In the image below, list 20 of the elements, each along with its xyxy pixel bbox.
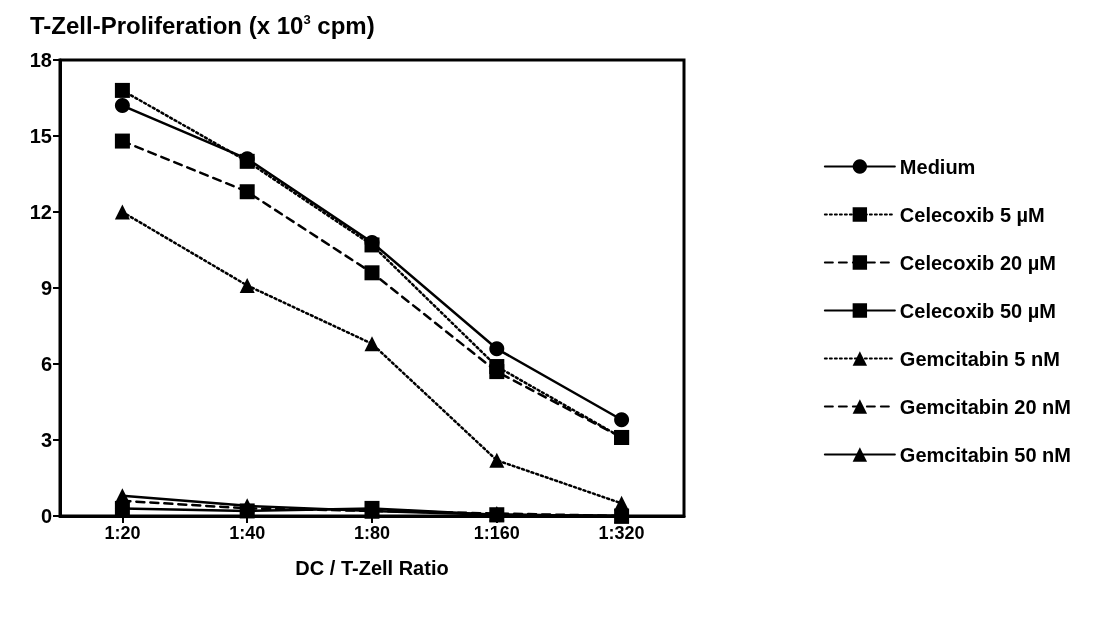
x-tick-label: 1:160 — [473, 523, 520, 543]
legend-label: Gemcitabin 5 nM — [899, 347, 1060, 370]
y-tick-label: 3 — [40, 429, 52, 451]
legend-label: Celecoxib 5 µM — [899, 203, 1045, 226]
x-tick-label: 1:20 — [104, 523, 141, 543]
y-tick-label: 0 — [40, 505, 52, 527]
legend-label: Gemcitabin 50 nM — [899, 443, 1071, 466]
x-tick-label: 1:320 — [598, 523, 645, 543]
y-tick-label: 6 — [40, 353, 52, 375]
y-tick-label: 18 — [29, 49, 52, 71]
y-tick-label: 15 — [29, 125, 52, 147]
x-tick-label: 1:80 — [353, 523, 391, 543]
x-tick-label: 1:40 — [229, 523, 266, 543]
legend-label: Gemcitabin 20 nM — [899, 395, 1071, 418]
y-tick-label: 9 — [40, 277, 52, 299]
y-tick-label: 12 — [29, 201, 52, 223]
x-axis-title: DC / T-Zell Ratio — [295, 557, 449, 579]
legend-label: Celecoxib 50 µM — [899, 299, 1056, 322]
legend-label: Celecoxib 20 µM — [899, 251, 1056, 274]
legend-label: Medium — [899, 155, 976, 178]
